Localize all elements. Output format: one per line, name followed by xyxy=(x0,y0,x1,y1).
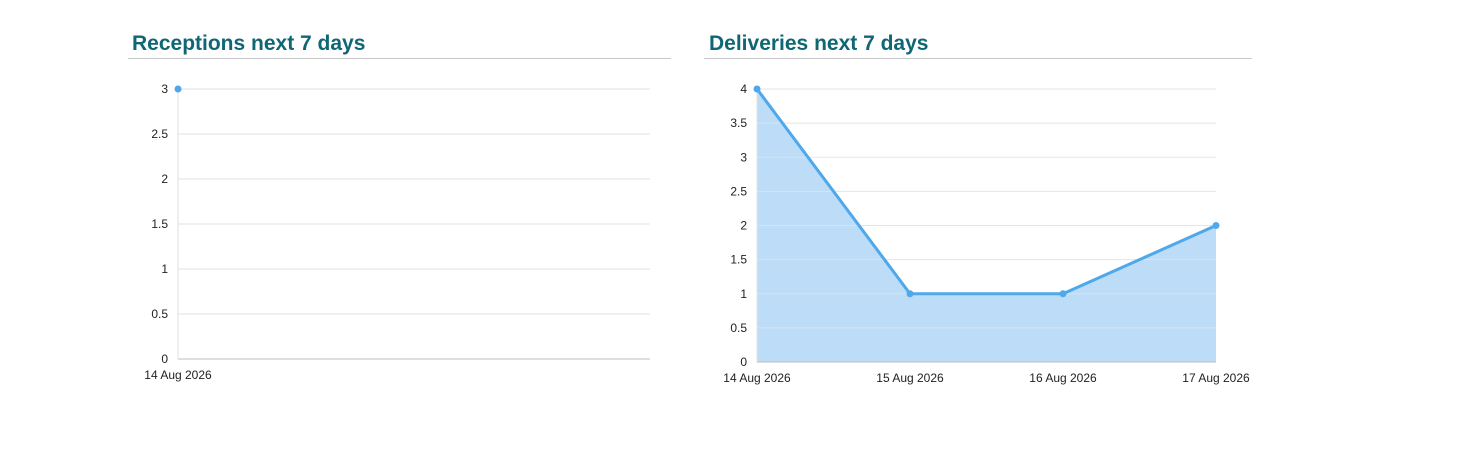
deliveries-x-tick-label: 17 Aug 2026 xyxy=(1182,371,1250,385)
deliveries-y-tick-label: 2.5 xyxy=(730,184,747,198)
receptions-y-tick-label: 3 xyxy=(161,82,168,96)
deliveries-x-tick-label: 16 Aug 2026 xyxy=(1029,371,1097,385)
receptions-chart: 0 0.5 1 1.5 2 2.5 3 14 Aug 2026 xyxy=(144,82,650,382)
deliveries-y-tick-label: 2 xyxy=(740,219,747,233)
receptions-y-tick-label: 1 xyxy=(161,262,168,276)
deliveries-y-tick-label: 0.5 xyxy=(730,321,747,335)
deliveries-title-divider xyxy=(704,58,1252,59)
deliveries-y-tick-label: 1 xyxy=(740,287,747,301)
receptions-y-tick-label: 0.5 xyxy=(151,307,168,321)
deliveries-series-line xyxy=(755,87,1218,296)
deliveries-x-tick-label: 15 Aug 2026 xyxy=(876,371,944,385)
receptions-y-tick-label: 0 xyxy=(161,352,168,366)
deliveries-y-tick-label: 3.5 xyxy=(730,116,747,130)
receptions-y-tick-label: 2.5 xyxy=(151,127,168,141)
receptions-y-tick-label: 2 xyxy=(161,172,168,186)
deliveries-data-point xyxy=(1059,290,1067,298)
deliveries-x-tick-label: 14 Aug 2026 xyxy=(723,371,791,385)
deliveries-data-point xyxy=(753,85,761,93)
deliveries-y-tick-label: 3 xyxy=(740,150,747,164)
receptions-data-point xyxy=(174,85,182,93)
deliveries-chart-title: Deliveries next 7 days xyxy=(709,32,929,55)
receptions-chart-title: Receptions next 7 days xyxy=(132,32,366,55)
deliveries-y-tick-label: 4 xyxy=(740,82,747,96)
deliveries-y-tick-label: 0 xyxy=(740,355,747,369)
receptions-title-divider xyxy=(128,58,671,59)
deliveries-data-point xyxy=(1212,222,1220,229)
receptions-x-tick-label: 14 Aug 2026 xyxy=(144,368,212,382)
receptions-y-tick-label: 1.5 xyxy=(151,217,168,231)
deliveries-data-point xyxy=(906,290,914,298)
deliveries-y-tick-label: 1.5 xyxy=(730,253,747,267)
